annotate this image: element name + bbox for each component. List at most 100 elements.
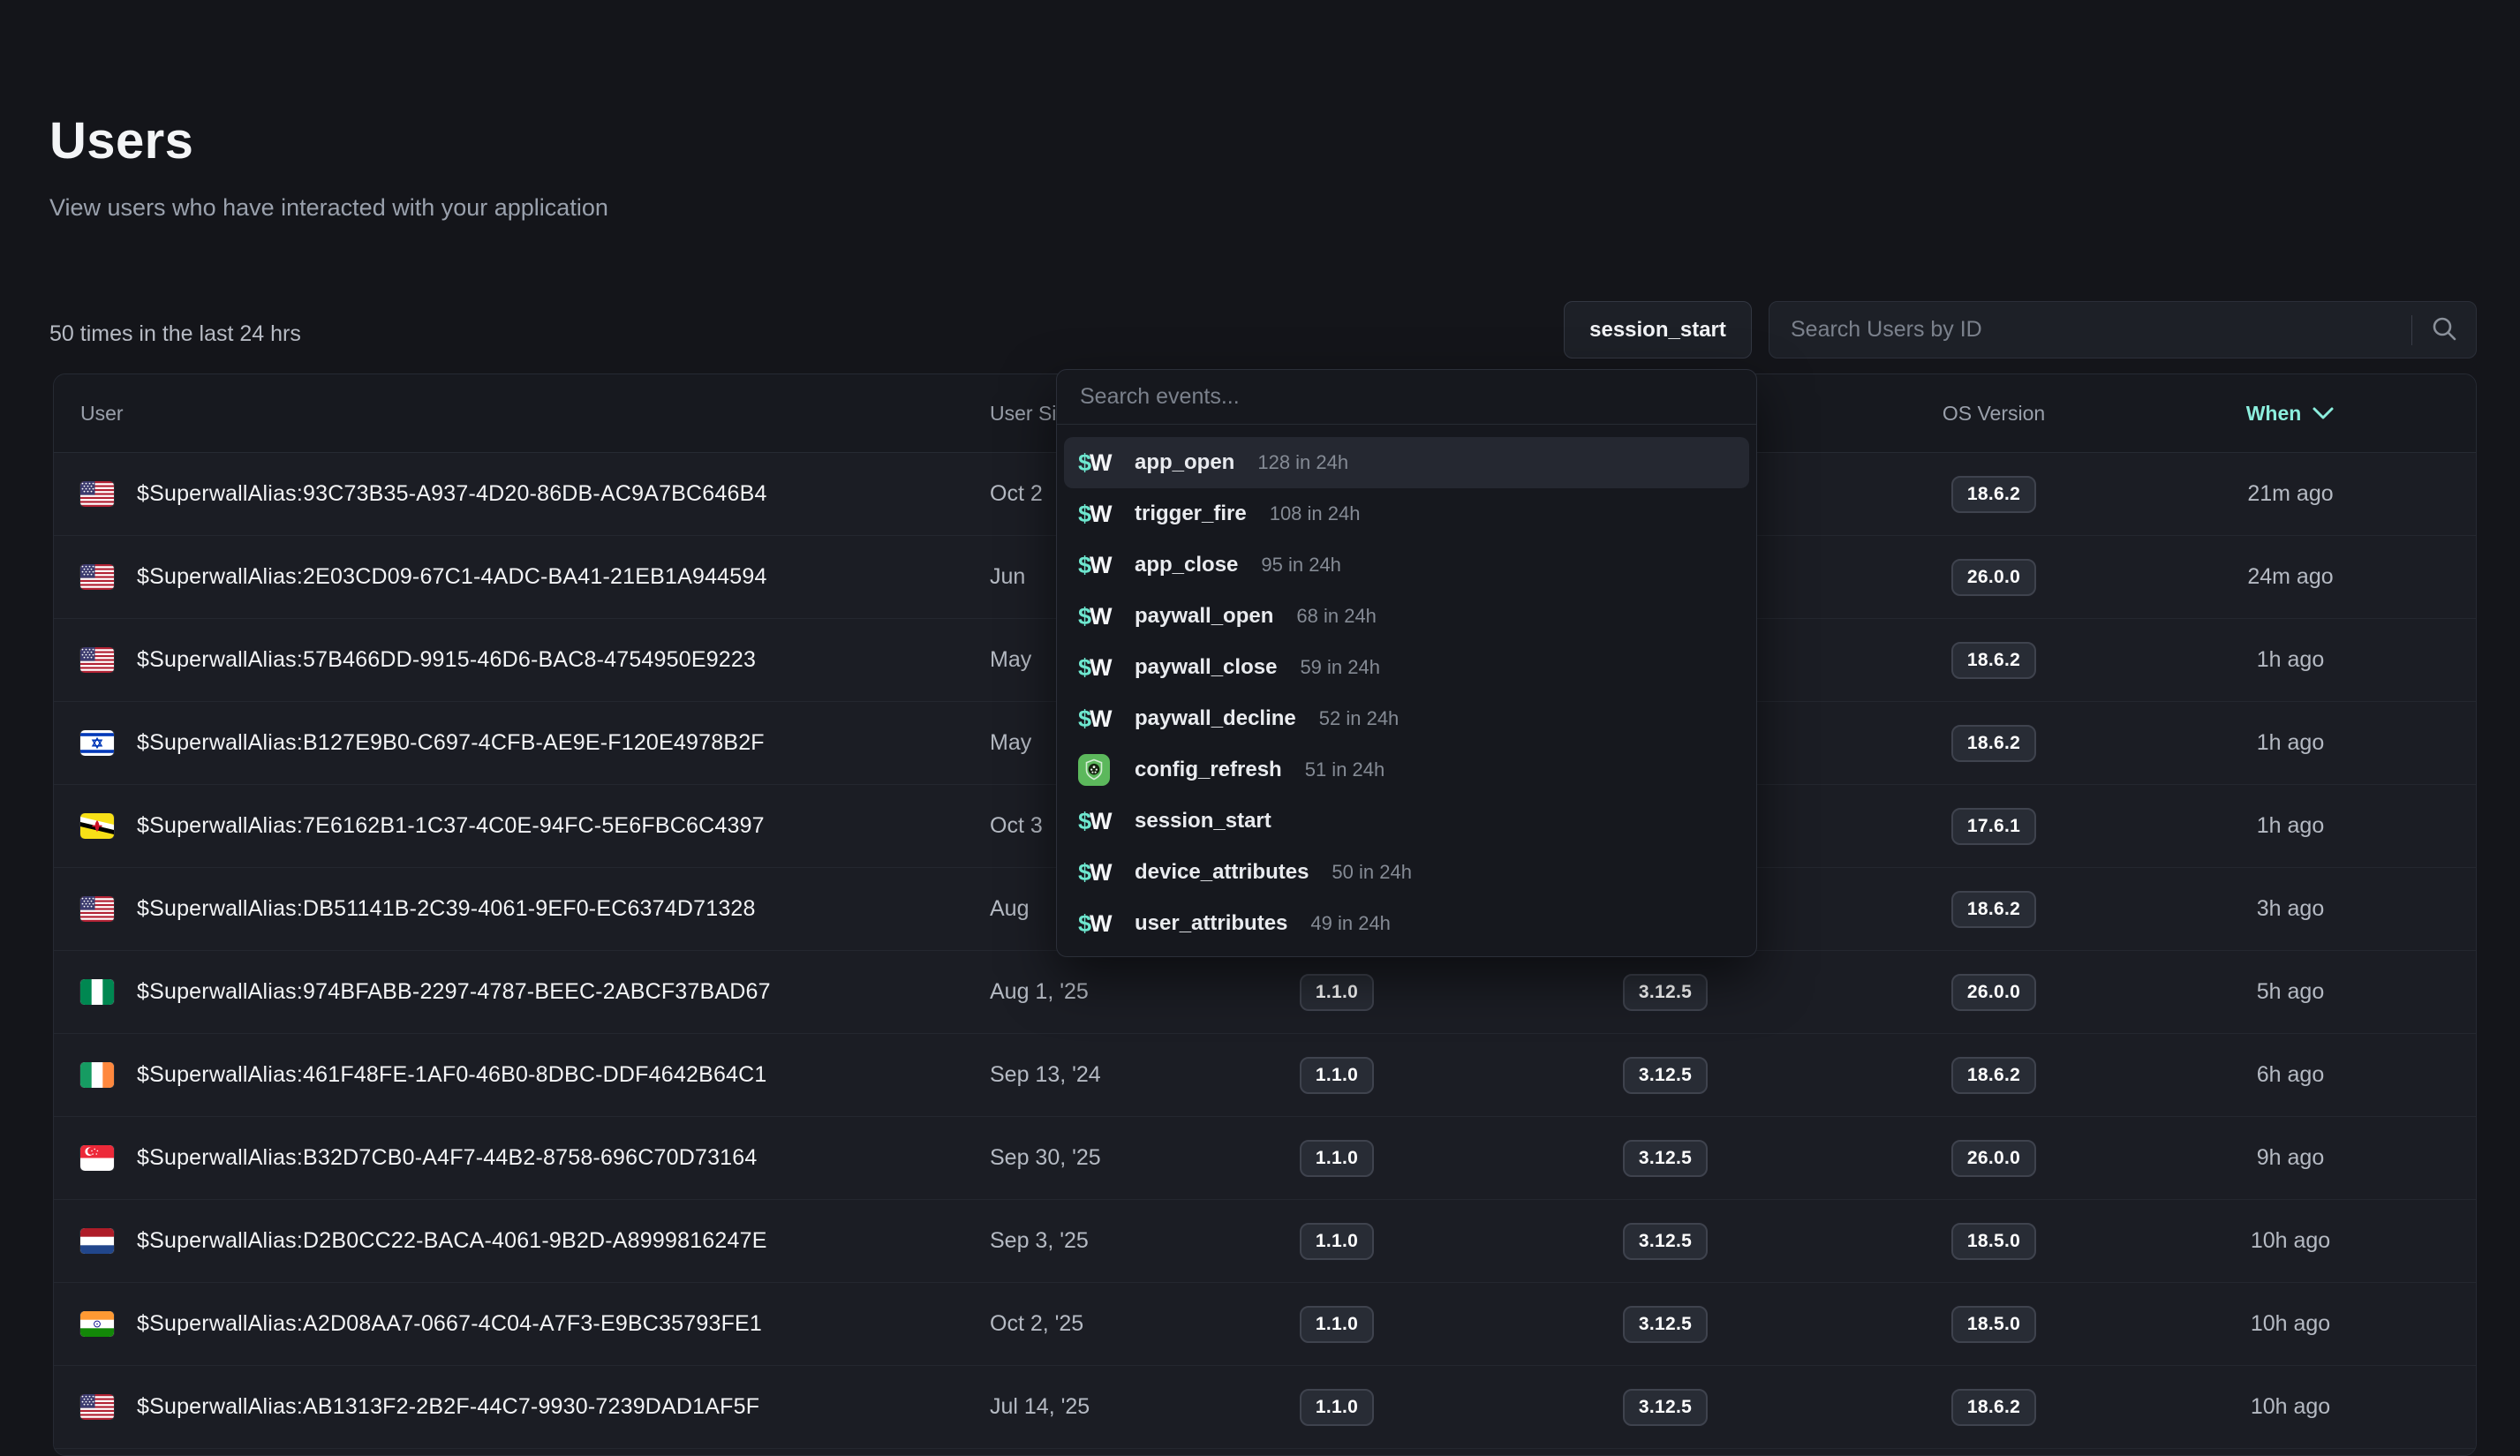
country-flag-icon-us	[80, 564, 114, 590]
os-version-badge: 18.5.0	[1950, 1305, 2037, 1343]
superwall-event-icon: $W	[1078, 602, 1112, 630]
event-option-count: 95 in 24h	[1261, 554, 1341, 576]
event-option-label: paywall_decline	[1135, 706, 1296, 730]
event-option-label: session_start	[1135, 809, 1271, 833]
event-option-config_refresh[interactable]: config_refresh 51 in 24h	[1064, 744, 1749, 796]
events-list: $W app_open 128 in 24h $W trigger_fire 108 in…	[1057, 425, 1756, 956]
country-flag-icon-ng	[80, 979, 114, 1005]
table-row[interactable]: $SuperwallAlias:D2B0CC22-BACA-4061-9B2D-…	[54, 1200, 2476, 1283]
column-header-when-sort[interactable]: When	[2158, 402, 2476, 426]
user-cell: $SuperwallAlias:7E6162B1-1C37-4C0E-94FC-…	[54, 813, 972, 839]
os-version-badge: 18.6.2	[1950, 641, 2037, 679]
when-cell: 3h ago	[2256, 896, 2325, 921]
user-since-cell: Oct 3	[990, 813, 1043, 838]
app-version-badge: 1.1.0	[1299, 1388, 1375, 1426]
country-flag-icon-in	[80, 1311, 114, 1337]
user-since-cell: Jul 14, '25	[990, 1394, 1090, 1419]
user-alias: $SuperwallAlias:57B466DD-9915-46D6-BAC8-…	[137, 647, 757, 672]
when-cell: 10h ago	[2250, 1228, 2331, 1253]
os-version-badge: 18.6.2	[1950, 1056, 2037, 1094]
event-option-label: paywall_open	[1135, 604, 1274, 628]
table-row[interactable]: $SuperwallAlias:974BFABB-2297-4787-BEEC-…	[54, 951, 2476, 1034]
country-flag-icon-sg	[80, 1145, 114, 1171]
sdk-version-cell: 3.12.5	[1501, 1222, 1830, 1260]
event-filter-button[interactable]: session_start	[1564, 301, 1752, 358]
chevron-down-icon	[2312, 402, 2335, 426]
os-version-badge: 18.6.2	[1950, 475, 2037, 513]
user-cell: $SuperwallAlias:461F48FE-1AF0-46B0-8DBC-…	[54, 1062, 972, 1088]
country-flag-icon-ie	[80, 1062, 114, 1088]
event-option-trigger_fire[interactable]: $W trigger_fire 108 in 24h	[1064, 488, 1749, 539]
event-option-count: 51 in 24h	[1304, 758, 1385, 781]
event-option-label: device_attributes	[1135, 860, 1309, 884]
event-option-paywall_decline[interactable]: $W paywall_decline 52 in 24h	[1064, 693, 1749, 744]
search-submit-button[interactable]	[2412, 302, 2476, 358]
sdk-version-cell: 3.12.5	[1501, 1305, 1830, 1343]
sdk-version-badge: 3.12.5	[1622, 1056, 1709, 1094]
when-cell: 6h ago	[2256, 1062, 2325, 1087]
event-option-label: app_close	[1135, 553, 1239, 577]
user-alias: $SuperwallAlias:D2B0CC22-BACA-4061-9B2D-…	[137, 1228, 767, 1253]
event-option-label: config_refresh	[1135, 758, 1282, 781]
table-row[interactable]: $SuperwallAlias:A2D08AA7-0667-4C04-A7F3-…	[54, 1283, 2476, 1366]
event-option-label: trigger_fire	[1135, 502, 1247, 525]
user-cell: $SuperwallAlias:93C73B35-A937-4D20-86DB-…	[54, 481, 972, 507]
os-version-cell: 26.0.0	[1830, 973, 2158, 1011]
superwall-event-icon: $W	[1078, 807, 1112, 834]
app-version-cell: 1.1.0	[1173, 973, 1501, 1011]
country-flag-icon-us	[80, 896, 114, 922]
superwall-event-icon: $W	[1078, 500, 1112, 527]
event-option-session_start[interactable]: $W session_start	[1064, 796, 1749, 847]
event-option-paywall_open[interactable]: $W paywall_open 68 in 24h	[1064, 591, 1749, 642]
users-table: User User Since OS Version When $Superwa…	[53, 373, 2477, 1456]
os-version-badge: 26.0.0	[1950, 1139, 2037, 1177]
event-option-count: 50 in 24h	[1332, 861, 1412, 883]
user-cell: $SuperwallAlias:DB51141B-2C39-4061-9EF0-…	[54, 896, 972, 922]
event-option-label: paywall_close	[1135, 655, 1278, 679]
country-flag-icon-us	[80, 647, 114, 673]
event-option-count: 52 in 24h	[1318, 707, 1400, 729]
events-search-row	[1057, 370, 1756, 425]
table-row[interactable]: $SuperwallAlias:461F48FE-1AF0-46B0-8DBC-…	[54, 1034, 2476, 1117]
user-alias: $SuperwallAlias:B127E9B0-C697-4CFB-AE9E-…	[137, 730, 765, 755]
when-cell: 9h ago	[2256, 1145, 2325, 1170]
country-flag-icon-us	[80, 1394, 114, 1420]
os-version-cell: 18.5.0	[1830, 1305, 2158, 1343]
table-row[interactable]: $SuperwallAlias:AB1313F2-2B2F-44C7-9930-…	[54, 1366, 2476, 1449]
event-option-app_open[interactable]: $W app_open 128 in 24h	[1064, 437, 1749, 488]
user-cell: $SuperwallAlias:B127E9B0-C697-4CFB-AE9E-…	[54, 730, 972, 756]
user-since-cell: Sep 13, '24	[990, 1062, 1101, 1087]
table-row[interactable]: $SuperwallAlias:B32D7CB0-A4F7-44B2-8758-…	[54, 1117, 2476, 1200]
events-search-input[interactable]	[1057, 370, 1756, 424]
user-since-cell: Sep 3, '25	[990, 1228, 1089, 1253]
user-since-cell: Jun	[990, 564, 1026, 589]
event-option-user_attributes[interactable]: $W user_attributes 49 in 24h	[1064, 898, 1749, 949]
os-version-badge: 26.0.0	[1950, 558, 2037, 596]
event-option-count: 108 in 24h	[1269, 502, 1361, 524]
user-alias: $SuperwallAlias:AB1313F2-2B2F-44C7-9930-…	[137, 1394, 760, 1419]
os-version-badge: 18.6.2	[1950, 724, 2037, 762]
os-version-cell: 18.6.2	[1830, 1388, 2158, 1426]
event-option-device_attributes[interactable]: $W device_attributes 50 in 24h	[1064, 847, 1749, 898]
os-version-badge: 26.0.0	[1950, 973, 2037, 1011]
superwall-event-icon: $W	[1078, 449, 1112, 476]
sdk-version-badge: 3.12.5	[1622, 973, 1709, 1011]
sdk-version-badge: 3.12.5	[1622, 1222, 1709, 1260]
user-search-input[interactable]	[1769, 302, 2411, 358]
when-cell: 10h ago	[2250, 1394, 2331, 1419]
user-cell: $SuperwallAlias:2E03CD09-67C1-4ADC-BA41-…	[54, 564, 972, 590]
event-option-count: 59 in 24h	[1300, 656, 1380, 678]
app-version-cell: 1.1.0	[1173, 1139, 1501, 1177]
os-version-badge: 18.5.0	[1950, 1222, 2037, 1260]
event-option-paywall_close[interactable]: $W paywall_close 59 in 24h	[1064, 642, 1749, 693]
event-option-label: app_open	[1135, 450, 1235, 474]
table-body: $SuperwallAlias:93C73B35-A937-4D20-86DB-…	[54, 453, 2476, 1449]
superwall-event-icon: $W	[1078, 653, 1112, 681]
column-header-os-version: OS Version	[1942, 401, 2046, 425]
sdk-version-cell: 3.12.5	[1501, 973, 1830, 1011]
user-since-cell: Sep 30, '25	[990, 1145, 1101, 1170]
event-option-app_close[interactable]: $W app_close 95 in 24h	[1064, 539, 1749, 591]
user-alias: $SuperwallAlias:B32D7CB0-A4F7-44B2-8758-…	[137, 1145, 758, 1170]
superwall-event-icon: $W	[1078, 909, 1112, 937]
app-version-badge: 1.1.0	[1299, 1305, 1375, 1343]
